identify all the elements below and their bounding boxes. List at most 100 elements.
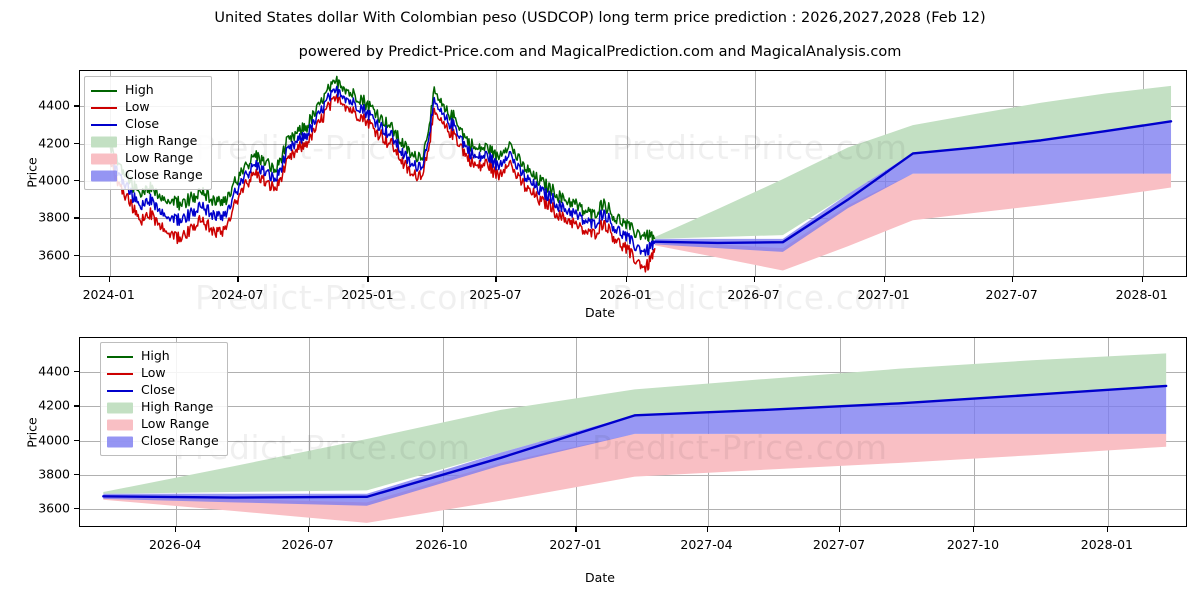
low-history-line	[109, 94, 656, 273]
low-range-band	[654, 173, 1172, 271]
legend-item-label: Close	[141, 382, 176, 398]
forecast-zoom-plot-area	[79, 337, 1187, 527]
legend-swatch-icon	[107, 368, 133, 380]
y-tick-mark	[74, 508, 79, 510]
low-range-band	[103, 433, 1167, 523]
legend-swatch-icon	[107, 436, 133, 448]
x-tick-mark	[753, 277, 755, 282]
y-tick-label: 3600	[38, 500, 70, 516]
y-tick-label: 3800	[38, 466, 70, 482]
legend-item-close: Close	[91, 116, 203, 133]
legend-item-low: Low	[91, 99, 203, 116]
overview-plot-area	[79, 70, 1187, 277]
legend-item-label: Close	[125, 116, 160, 132]
legend-item-high: High	[91, 82, 203, 99]
x-tick-label: 2026-01	[599, 287, 652, 302]
y-tick-mark	[74, 180, 79, 182]
overview-legend: High Low Close High Range Low Range Close Ran…	[84, 76, 212, 190]
legend-swatch-icon	[91, 102, 117, 114]
legend-item-close: Close	[107, 382, 219, 399]
x-tick-mark	[367, 277, 369, 282]
close-forecast-line	[102, 384, 1168, 499]
forecast-zoom-series-svg	[102, 353, 1168, 523]
x-tick-mark	[175, 527, 177, 532]
x-tick-label: 2024-07	[211, 287, 264, 302]
legend-item-label: High Range	[141, 399, 214, 415]
legend-item-low-range: Low Range	[91, 150, 203, 167]
forecast-zoom-legend: High Low Close High Range Low Range Close Ran…	[100, 342, 228, 456]
x-tick-mark	[495, 277, 497, 282]
legend-item-high-range: High Range	[91, 133, 203, 150]
y-tick-mark	[74, 217, 79, 219]
y-tick-label: 4200	[38, 397, 70, 413]
legend-item-label: Low	[141, 365, 166, 381]
x-tick-mark	[108, 277, 110, 282]
legend-item-label: Low Range	[125, 150, 194, 166]
close-range-band	[103, 385, 1167, 506]
overview-x-axis-label: Date	[585, 305, 615, 320]
gridline-horizontal	[80, 218, 1186, 220]
high-range-band	[103, 353, 1167, 494]
legend-item-low-range: Low Range	[107, 416, 219, 433]
legend-item-high: High	[107, 348, 219, 365]
x-tick-mark	[575, 527, 577, 532]
legend-swatch-icon	[91, 119, 117, 131]
legend-swatch-icon	[107, 385, 133, 397]
x-tick-mark	[307, 527, 309, 532]
gridline-horizontal	[80, 106, 1186, 108]
y-tick-label: 4200	[38, 135, 70, 151]
gridline-vertical	[626, 71, 628, 276]
legend-item-label: Close Range	[141, 433, 219, 449]
x-tick-label: 2026-10	[415, 537, 468, 552]
x-tick-mark	[972, 527, 975, 532]
high-range-band	[654, 85, 1172, 239]
x-tick-label: 2026-04	[148, 537, 202, 552]
x-tick-mark	[1011, 277, 1013, 282]
x-tick-label: 2027-01	[857, 287, 910, 302]
legend-swatch-icon	[107, 351, 133, 363]
legend-swatch-icon	[91, 170, 117, 182]
legend-swatch-icon	[107, 419, 133, 431]
legend-item-label: High Range	[125, 133, 198, 149]
x-tick-mark	[883, 277, 885, 282]
close-range-band	[654, 120, 1172, 252]
legend-item-label: Low Range	[141, 416, 210, 432]
legend-item-label: High	[125, 82, 154, 98]
legend-item-close-range: Close Range	[91, 167, 203, 184]
y-tick-mark	[74, 142, 79, 144]
overview-chart-panel: 3600 3800 4000 4200 4400 2024-01 2024-07 2025-…	[25, 70, 1187, 320]
x-tick-label: 2026-07	[281, 537, 334, 552]
legend-item-label: Low	[125, 99, 150, 115]
y-tick-mark	[74, 473, 79, 476]
x-tick-label: 2028-01	[1115, 287, 1168, 302]
close-history-line	[109, 85, 656, 257]
y-tick-label: 4400	[38, 97, 70, 113]
gridline-vertical	[308, 338, 310, 526]
y-tick-mark	[74, 254, 79, 256]
x-tick-label: 2027-04	[680, 537, 733, 552]
y-tick-label: 3600	[38, 247, 70, 263]
x-tick-label: 2026-07	[727, 287, 780, 302]
gridline-horizontal	[80, 509, 1186, 511]
x-tick-mark	[839, 527, 841, 532]
legend-item-high-range: High Range	[107, 399, 219, 416]
legend-item-label: High	[141, 348, 170, 364]
x-tick-mark	[625, 277, 627, 282]
x-tick-mark	[1141, 277, 1143, 282]
y-tick-label: 3800	[38, 209, 70, 225]
x-tick-label: 2025-01	[341, 287, 394, 302]
x-tick-label: 2027-07	[985, 287, 1038, 302]
close-forecast-line	[653, 120, 1173, 245]
y-tick-mark	[74, 439, 79, 441]
gridline-horizontal	[80, 143, 1186, 145]
x-tick-label: 2027-01	[549, 537, 602, 552]
gridline-vertical	[754, 71, 756, 276]
y-tick-mark	[74, 105, 79, 107]
overview-series-svg	[109, 75, 1173, 273]
x-tick-mark	[237, 277, 239, 282]
x-tick-label: 2027-07	[812, 537, 866, 552]
forecast-zoom-x-axis-label: Date	[585, 570, 615, 585]
legend-swatch-icon	[91, 136, 117, 148]
page-subtitle: powered by Predict-Price.com and Magical…	[298, 44, 902, 60]
